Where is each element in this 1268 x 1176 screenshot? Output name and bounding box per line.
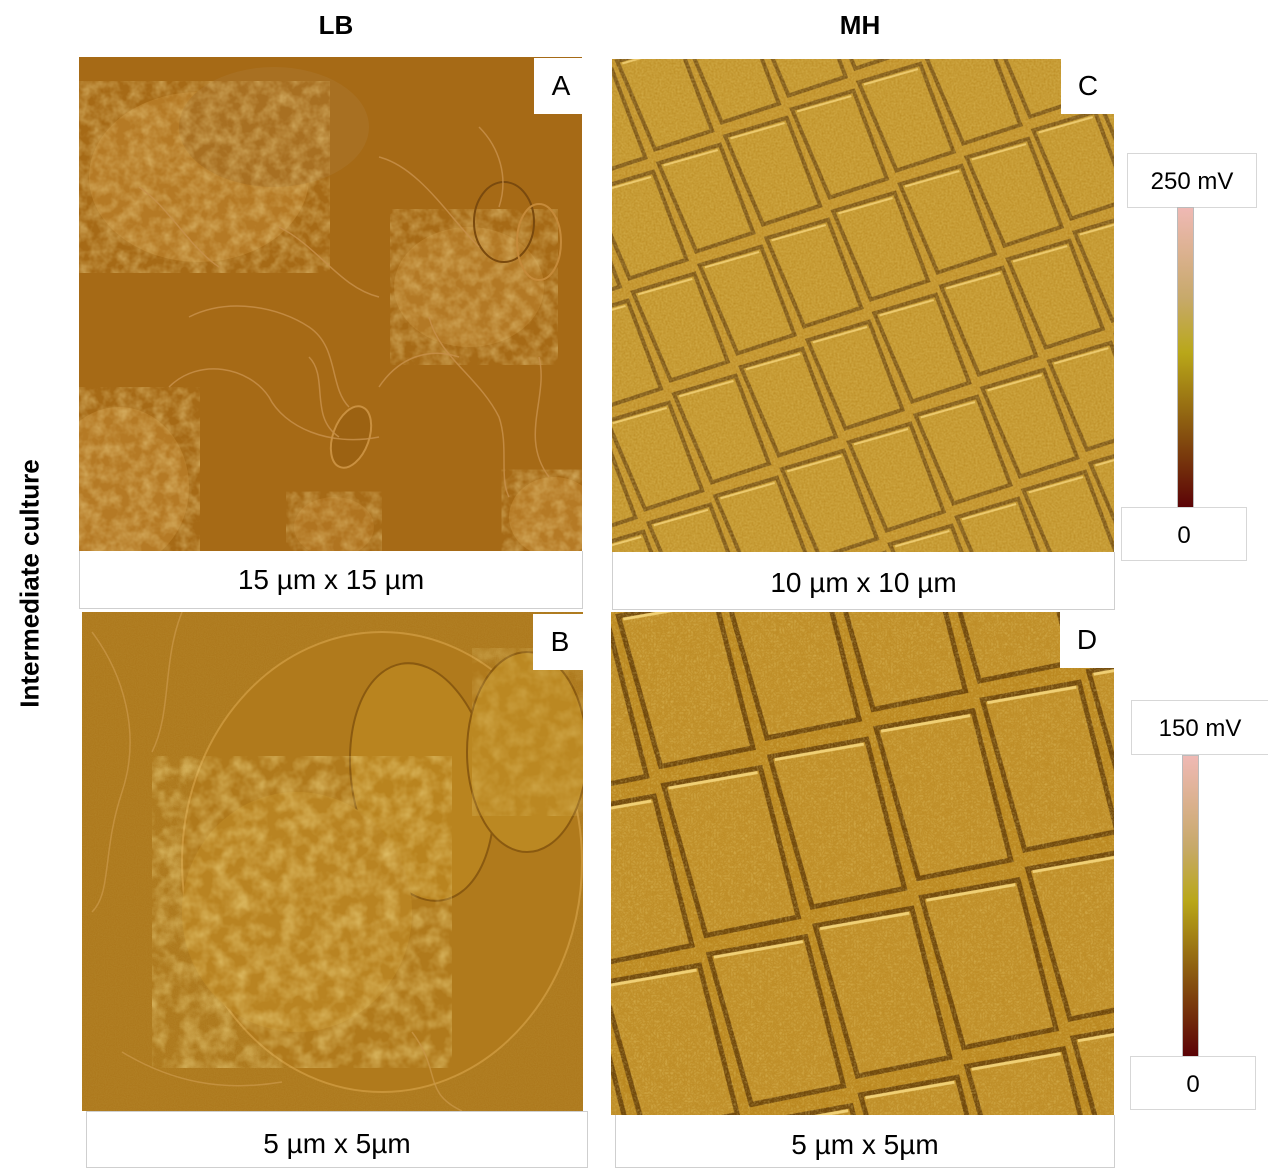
- afm-image-c: [612, 59, 1114, 552]
- cell-cluster-bottom-left: [79, 402, 189, 551]
- colorbar-1-gradient: [1177, 207, 1194, 511]
- column-header-lb: LB: [318, 10, 354, 40]
- flagella: [91, 612, 463, 1111]
- row-header-label: Intermediate culture: [14, 459, 45, 708]
- cell-cluster-center-right: [394, 181, 562, 352]
- column-header-mh: MH: [839, 10, 881, 40]
- scale-label-b: 5 µm x 5µm: [86, 1111, 588, 1168]
- scale-label-d: 5 µm x 5µm: [615, 1115, 1115, 1168]
- cell-cluster-top-left: [89, 67, 369, 262]
- colorbar-1-max-label: 250 mV: [1127, 153, 1257, 208]
- colorbar-2-max-label: 150 mV: [1131, 700, 1268, 755]
- afm-image-d: [611, 612, 1114, 1115]
- afm-image-a: [79, 57, 582, 551]
- cell-cluster-bottom-right: [509, 477, 582, 551]
- colorbar-2-gradient: [1182, 755, 1199, 1059]
- afm-image-b: [82, 612, 583, 1111]
- scale-label-c: 10 µm x 10 µm: [612, 552, 1115, 610]
- scale-label-a: 15 µm x 15 µm: [79, 551, 583, 609]
- panel-letter-c: C: [1061, 58, 1115, 114]
- single-bacterium: [329, 405, 373, 469]
- panel-letter-a: A: [534, 58, 588, 114]
- panel-letter-b: B: [533, 614, 587, 670]
- flagella: [138, 126, 550, 498]
- colorbar-2-min-label: 0: [1130, 1056, 1256, 1110]
- cell-cluster-bottom-center: [294, 497, 374, 551]
- colorbar-1-min-label: 0: [1121, 507, 1247, 561]
- panel-letter-d: D: [1060, 612, 1114, 668]
